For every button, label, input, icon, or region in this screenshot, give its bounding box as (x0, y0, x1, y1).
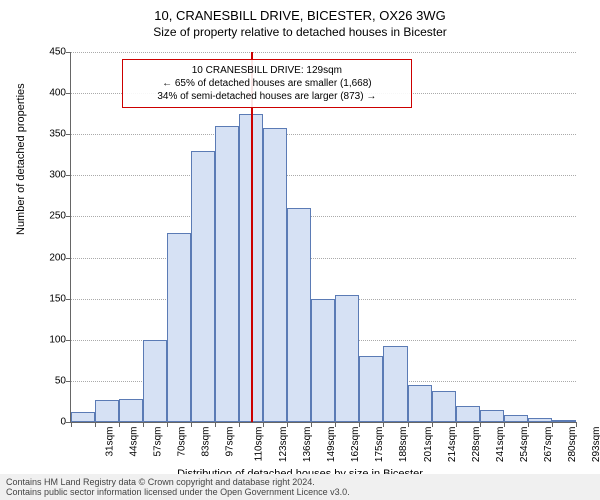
histogram-chart: 05010015020025030035040045031sqm44sqm57s… (70, 52, 576, 423)
annotation-line2: ← 65% of detached houses are smaller (1,… (131, 77, 404, 90)
x-tick-mark (456, 422, 457, 427)
y-tick-mark (66, 175, 71, 176)
grid-line (71, 175, 576, 176)
x-tick-label: 175sqm (375, 427, 386, 463)
y-tick-label: 200 (36, 252, 66, 263)
y-tick-mark (66, 134, 71, 135)
x-tick-label: 280sqm (567, 427, 578, 463)
grid-line (71, 216, 576, 217)
histogram-bar (95, 400, 119, 422)
x-tick-label: 83sqm (201, 427, 212, 457)
x-tick-label: 254sqm (519, 427, 530, 463)
y-tick-mark (66, 299, 71, 300)
x-tick-mark (119, 422, 120, 427)
annotation-line3: 34% of semi-detached houses are larger (… (131, 90, 404, 103)
x-tick-mark (143, 422, 144, 427)
x-tick-label: 241sqm (495, 427, 506, 463)
x-tick-label: 70sqm (177, 427, 188, 457)
y-tick-mark (66, 93, 71, 94)
x-tick-label: 123sqm (278, 427, 289, 463)
x-tick-label: 44sqm (129, 427, 140, 457)
histogram-bar (552, 420, 576, 422)
y-tick-label: 100 (36, 334, 66, 345)
histogram-bar (263, 128, 287, 422)
histogram-bar (504, 415, 528, 422)
x-tick-label: 188sqm (399, 427, 410, 463)
y-tick-label: 350 (36, 129, 66, 140)
grid-line (71, 52, 576, 53)
histogram-bar (408, 385, 432, 422)
x-tick-mark (359, 422, 360, 427)
y-tick-mark (66, 381, 71, 382)
x-tick-mark (95, 422, 96, 427)
grid-line (71, 134, 576, 135)
footer-attribution: Contains HM Land Registry data © Crown c… (0, 474, 600, 500)
x-tick-mark (383, 422, 384, 427)
grid-line (71, 258, 576, 259)
y-tick-label: 450 (36, 47, 66, 58)
y-tick-mark (66, 52, 71, 53)
x-tick-mark (215, 422, 216, 427)
x-tick-label: 97sqm (225, 427, 236, 457)
page-subtitle: Size of property relative to detached ho… (0, 25, 600, 39)
histogram-bar (359, 356, 383, 422)
footer-line2: Contains public sector information licen… (6, 487, 594, 497)
x-tick-mark (239, 422, 240, 427)
x-tick-mark (167, 422, 168, 427)
y-axis-label: Number of detached properties (15, 83, 27, 235)
histogram-bar (143, 340, 167, 422)
x-tick-mark (71, 422, 72, 427)
histogram-bar (167, 233, 191, 422)
x-tick-mark (311, 422, 312, 427)
histogram-bar (432, 391, 456, 422)
x-tick-label: 214sqm (447, 427, 458, 463)
x-tick-label: 162sqm (350, 427, 361, 463)
x-tick-mark (504, 422, 505, 427)
histogram-bar (383, 346, 407, 422)
histogram-bar (191, 151, 215, 422)
annotation-line1: 10 CRANESBILL DRIVE: 129sqm (131, 64, 404, 77)
x-tick-label: 136sqm (302, 427, 313, 463)
histogram-bar (287, 208, 311, 422)
y-tick-label: 400 (36, 88, 66, 99)
histogram-bar (215, 126, 239, 422)
histogram-bar (456, 406, 480, 422)
x-tick-label: 267sqm (543, 427, 554, 463)
y-tick-label: 0 (36, 417, 66, 428)
x-tick-label: 293sqm (591, 427, 600, 463)
histogram-bar (119, 399, 143, 422)
histogram-bar (528, 418, 552, 422)
footer-line1: Contains HM Land Registry data © Crown c… (6, 477, 594, 487)
x-tick-label: 57sqm (153, 427, 164, 457)
histogram-bar (71, 412, 95, 422)
annotation-box: 10 CRANESBILL DRIVE: 129sqm← 65% of deta… (122, 59, 413, 108)
histogram-bar (335, 295, 359, 422)
y-tick-label: 300 (36, 170, 66, 181)
x-tick-mark (528, 422, 529, 427)
x-tick-label: 228sqm (471, 427, 482, 463)
x-tick-mark (287, 422, 288, 427)
x-tick-mark (263, 422, 264, 427)
x-tick-label: 201sqm (423, 427, 434, 463)
x-tick-mark (552, 422, 553, 427)
x-tick-mark (191, 422, 192, 427)
page-title: 10, CRANESBILL DRIVE, BICESTER, OX26 3WG (0, 0, 600, 23)
x-tick-mark (408, 422, 409, 427)
y-tick-mark (66, 216, 71, 217)
y-tick-mark (66, 258, 71, 259)
y-tick-label: 250 (36, 211, 66, 222)
x-tick-mark (432, 422, 433, 427)
y-tick-label: 150 (36, 293, 66, 304)
y-tick-label: 50 (36, 375, 66, 386)
histogram-bar (480, 410, 504, 422)
x-tick-mark (335, 422, 336, 427)
x-tick-mark (576, 422, 577, 427)
y-tick-mark (66, 340, 71, 341)
x-tick-label: 149sqm (326, 427, 337, 463)
x-tick-label: 110sqm (254, 427, 265, 462)
x-tick-mark (480, 422, 481, 427)
x-tick-label: 31sqm (105, 427, 116, 457)
histogram-bar (311, 299, 335, 422)
